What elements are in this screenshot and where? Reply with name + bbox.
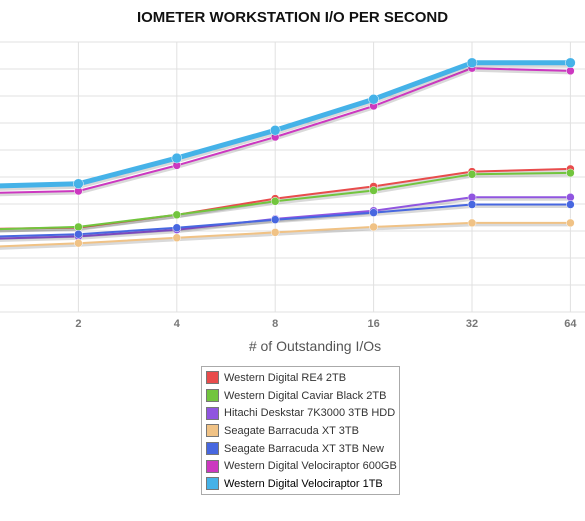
legend-label: Hitachi Deskstar 7K3000 3TB HDD (224, 407, 396, 420)
series-layer (0, 57, 576, 250)
data-point (466, 57, 478, 69)
legend-label: Seagate Barracuda XT 3TB (224, 424, 359, 437)
series-2 (0, 168, 575, 233)
legend-swatch (206, 424, 219, 438)
legend-label: Western Digital Velociraptor 1TB (224, 477, 383, 490)
legend-item: Seagate Barracuda XT 3TB (206, 422, 395, 440)
legend-label: Seagate Barracuda XT 3TB New (224, 442, 384, 455)
data-point (467, 170, 477, 179)
data-point (467, 218, 477, 228)
x-tick-label: 16 (367, 318, 379, 330)
x-tick-label: 32 (466, 318, 478, 330)
series-4 (0, 218, 575, 250)
legend-swatch (206, 371, 219, 385)
data-point (566, 66, 575, 76)
legend-item: Western Digital RE4 2TB (206, 369, 395, 387)
x-tick-label: 4 (174, 318, 181, 330)
data-point (269, 125, 281, 136)
legend-swatch (206, 459, 219, 473)
data-point (172, 233, 182, 242)
legend-label: Western Digital Velociraptor 600GB (224, 460, 397, 473)
legend: Western Digital RE4 2TB Western Digital C… (201, 366, 400, 495)
data-point (467, 200, 477, 209)
data-point (171, 152, 183, 164)
legend-swatch (206, 406, 219, 420)
data-point (369, 222, 378, 232)
legend-item: Hitachi Deskstar 7K3000 3TB HDD (206, 404, 395, 422)
data-point (467, 193, 477, 202)
x-axis-title: # of Outstanding I/Os (249, 338, 381, 354)
legend-item: Seagate Barracuda XT 3TB New (206, 440, 395, 458)
data-point (369, 186, 378, 195)
data-point (566, 218, 575, 228)
chart-title: IOMETER WORKSTATION I/O PER SECOND (136, 9, 449, 26)
data-point (270, 215, 280, 224)
data-point (270, 197, 280, 206)
series-7 (0, 57, 576, 191)
data-point (74, 238, 83, 248)
x-tick-label: 8 (272, 318, 278, 330)
legend-item: Western Digital Velociraptor 600GB (206, 457, 397, 475)
legend-swatch (206, 477, 219, 491)
data-point (270, 228, 280, 237)
data-point (74, 229, 83, 239)
data-point (566, 193, 575, 202)
data-point (73, 178, 84, 189)
data-point (172, 223, 182, 233)
series-line (0, 60, 571, 189)
data-point (368, 93, 379, 105)
legend-label: Western Digital Caviar Black 2TB (224, 389, 387, 402)
x-tick-labels: 2 4 8 16 32 64 (75, 318, 577, 330)
legend-item: Western Digital Caviar Black 2TB (206, 387, 395, 405)
x-tick-label: 64 (564, 318, 577, 330)
data-point (74, 222, 83, 232)
data-point (369, 208, 378, 217)
legend-swatch (206, 389, 219, 403)
legend-label: Western Digital RE4 2TB (224, 371, 347, 384)
series-5 (0, 200, 575, 240)
legend-item: Western Digital Velociraptor 1TB (206, 475, 395, 493)
legend-swatch (206, 442, 219, 456)
data-point (172, 210, 182, 220)
data-point (565, 57, 576, 69)
data-point (566, 200, 575, 209)
x-tick-label: 2 (75, 318, 81, 330)
data-point (566, 168, 575, 178)
